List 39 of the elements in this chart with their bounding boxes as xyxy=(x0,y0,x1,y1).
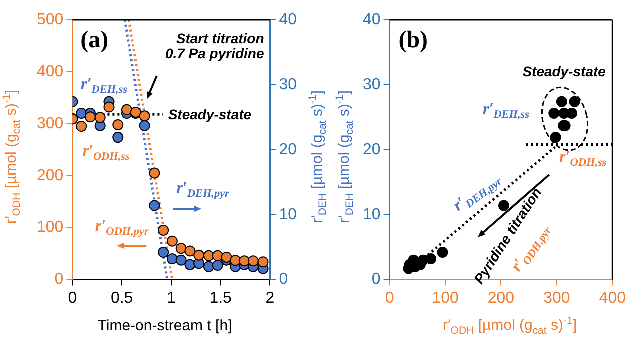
y-tick-label: 100 xyxy=(36,219,64,236)
annotation: r′$_{ODH,ss}$ xyxy=(82,142,130,164)
y-tick-label: 0 xyxy=(54,271,64,288)
x-tick-label: 0.5 xyxy=(110,290,134,307)
annotation: r′$_{DEH,ss}$ xyxy=(482,101,530,122)
y-tick-label: 200 xyxy=(36,167,64,184)
x-tick-label: 0 xyxy=(68,290,78,307)
y-tick-label: 300 xyxy=(36,115,64,132)
annotation: Steady-state xyxy=(522,64,606,80)
x-tick-label: 400 xyxy=(599,290,626,307)
annotation: (b) xyxy=(398,27,428,54)
y-tick-label: 400 xyxy=(36,63,64,80)
y2-tick-label: 30 xyxy=(279,76,298,94)
x-tick-label: 1.5 xyxy=(210,290,232,307)
y2-tick-label: 10 xyxy=(279,206,298,224)
annotation: Steady-state xyxy=(168,106,252,123)
y-tick-label: 0 xyxy=(372,271,381,288)
annotation: r′$_{DEH,ss}$ xyxy=(81,76,128,96)
x-tick-label: 0 xyxy=(385,290,394,307)
y2-tick-label: 0 xyxy=(279,271,288,288)
y-tick-label: 40 xyxy=(363,11,381,28)
y-tick-label: 20 xyxy=(363,141,381,158)
x-tick-label: 300 xyxy=(544,290,570,307)
x-tick-label: 200 xyxy=(488,290,515,307)
annotation: r′$_{ODH,ss}$ xyxy=(560,148,607,170)
y-tick-label: 500 xyxy=(36,11,64,28)
annotation: (a) xyxy=(80,27,109,54)
y2-tick-label: 40 xyxy=(279,11,298,28)
annotation: r′$_{ODH,pyr}$ xyxy=(95,218,149,240)
annotation: Start titration 0.7 Pa pyridine xyxy=(165,30,264,61)
x-tick-label: 2 xyxy=(266,290,275,307)
x-tick-label: 100 xyxy=(432,290,459,307)
x-axis-title: Time-on-stream t [h] xyxy=(98,318,232,334)
annotation: r′$_{DEH,pyr}$ xyxy=(176,180,230,202)
x-tick-label: 1 xyxy=(166,290,176,307)
y-tick-label: 10 xyxy=(363,206,381,224)
y2-tick-label: 20 xyxy=(279,141,298,158)
x-axis-title: r′$_{ODH}$ [µmol (g$_{cat}$ s)$^{-1}$] xyxy=(442,315,578,337)
y-tick-label: 30 xyxy=(363,76,381,94)
